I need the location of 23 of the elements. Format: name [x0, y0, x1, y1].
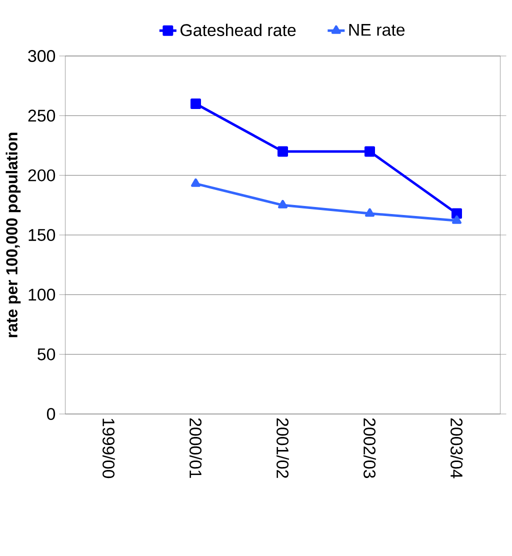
legend-label: NE rate — [349, 24, 405, 36]
point — [190, 98, 201, 109]
point — [278, 146, 288, 157]
y-tick-label: 300 — [28, 50, 56, 62]
x-tick-label: 2001/02 — [276, 418, 289, 478]
y-tick-label: 250 — [28, 110, 56, 122]
y-tick-label: 150 — [28, 228, 56, 241]
point — [452, 208, 462, 219]
legend-label: Gateshead rate — [180, 24, 296, 36]
x-tick-label: 2000/01 — [190, 418, 202, 478]
point — [365, 208, 374, 217]
point — [278, 200, 288, 208]
y-tick-label: 200 — [28, 169, 56, 182]
point — [364, 146, 375, 157]
x-tick-label: 1999/00 — [102, 418, 115, 478]
x-tick-label: 2002/03 — [364, 418, 376, 478]
point — [191, 178, 200, 187]
y-tick-label: 0 — [46, 408, 56, 420]
y-axis-title: rate per 100,000 population — [6, 132, 21, 338]
x-tick-label: 2003/04 — [450, 418, 463, 478]
point — [452, 215, 462, 224]
y-tick-label: 50 — [38, 348, 56, 360]
y-tick-label: 100 — [28, 288, 56, 301]
